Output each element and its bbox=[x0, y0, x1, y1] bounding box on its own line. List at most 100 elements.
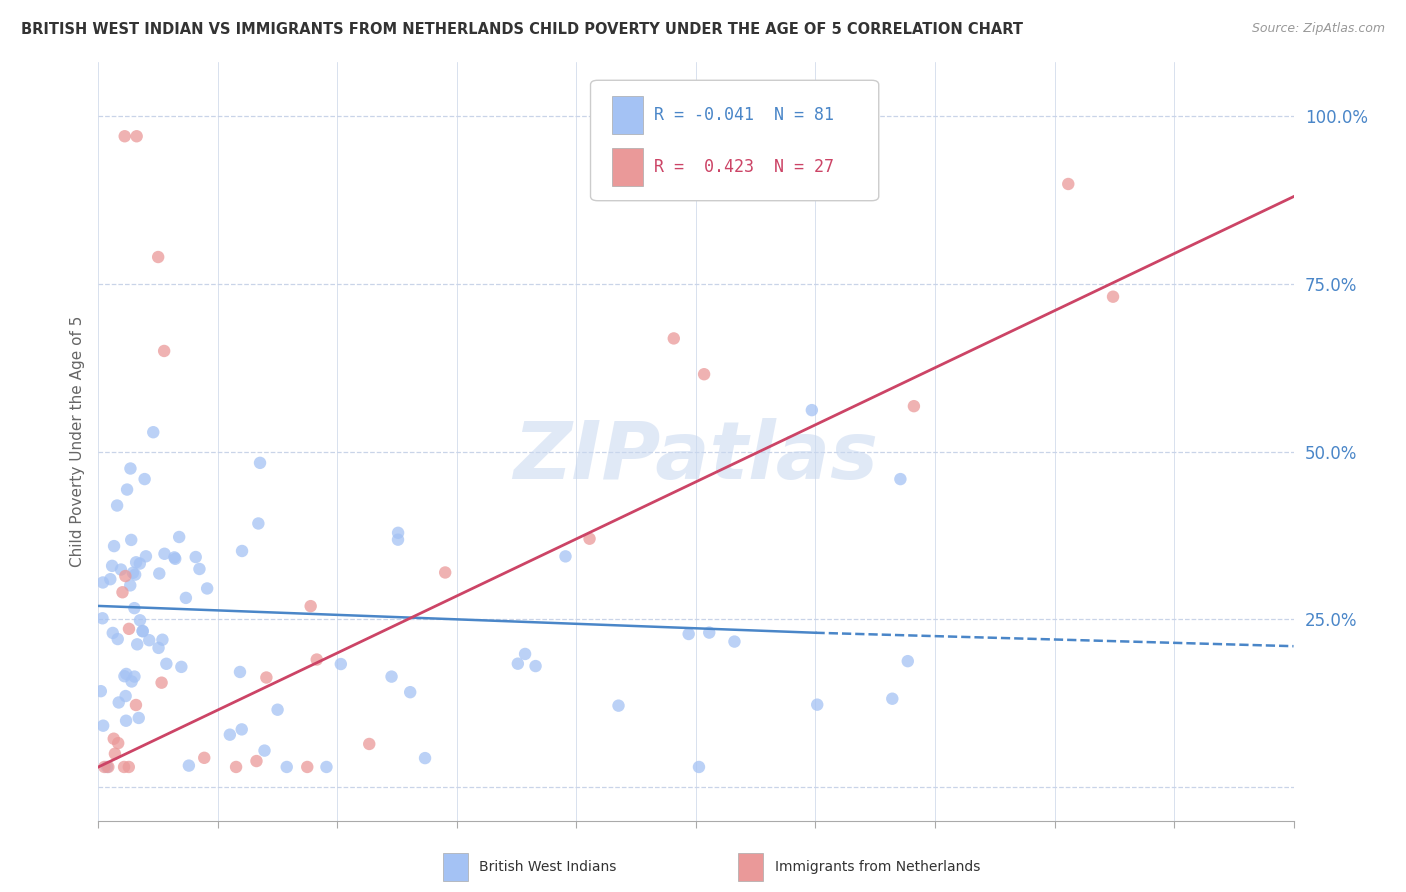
Text: ZIPatlas: ZIPatlas bbox=[513, 417, 879, 496]
Point bbox=[105, 499, 128, 513]
Point bbox=[903, 399, 925, 413]
Point bbox=[122, 566, 145, 580]
Point bbox=[174, 591, 197, 605]
Point bbox=[107, 632, 129, 646]
Point bbox=[152, 632, 174, 647]
Point bbox=[103, 731, 125, 746]
Text: Source: ZipAtlas.com: Source: ZipAtlas.com bbox=[1251, 22, 1385, 36]
Point bbox=[115, 667, 138, 681]
Point bbox=[155, 657, 177, 671]
Point bbox=[91, 719, 114, 733]
Point bbox=[723, 634, 745, 648]
Point bbox=[91, 575, 114, 590]
Point bbox=[554, 549, 576, 564]
Point bbox=[266, 703, 288, 717]
Point bbox=[231, 723, 253, 737]
Point bbox=[225, 760, 247, 774]
Point bbox=[329, 657, 352, 671]
Point bbox=[114, 669, 136, 683]
Point bbox=[387, 525, 409, 540]
Point bbox=[678, 627, 700, 641]
Point bbox=[218, 728, 240, 742]
Point bbox=[103, 539, 125, 553]
Point bbox=[153, 343, 176, 358]
Point bbox=[188, 562, 211, 576]
Point bbox=[125, 555, 148, 569]
Point bbox=[101, 558, 124, 573]
Point bbox=[114, 689, 136, 703]
Point bbox=[115, 714, 138, 728]
Point bbox=[253, 743, 276, 757]
Point bbox=[693, 368, 716, 382]
Point bbox=[114, 569, 136, 583]
Point bbox=[524, 659, 547, 673]
Point bbox=[231, 544, 253, 558]
Point bbox=[111, 585, 134, 599]
Point bbox=[97, 760, 120, 774]
Point bbox=[90, 684, 112, 698]
Point bbox=[897, 654, 920, 668]
Point bbox=[506, 657, 529, 671]
Point bbox=[101, 626, 124, 640]
Point bbox=[98, 572, 121, 586]
Point bbox=[195, 582, 218, 596]
Point bbox=[299, 599, 322, 614]
Point bbox=[413, 751, 436, 765]
Point bbox=[124, 567, 146, 582]
Point bbox=[163, 550, 186, 565]
Point bbox=[129, 613, 152, 627]
Point bbox=[688, 760, 710, 774]
Point bbox=[131, 624, 153, 638]
Point bbox=[112, 760, 135, 774]
Point bbox=[128, 711, 150, 725]
Point bbox=[800, 403, 823, 417]
Point bbox=[124, 669, 146, 683]
Point bbox=[148, 250, 170, 264]
Point bbox=[107, 696, 129, 710]
Point bbox=[91, 611, 114, 625]
Point bbox=[1057, 177, 1080, 191]
Point bbox=[254, 671, 277, 685]
Point bbox=[110, 563, 132, 577]
Point bbox=[889, 472, 911, 486]
Point bbox=[107, 736, 129, 750]
Point bbox=[305, 652, 328, 666]
Text: R = -0.041  N = 81: R = -0.041 N = 81 bbox=[654, 106, 834, 124]
Point bbox=[177, 758, 200, 772]
Point bbox=[193, 751, 215, 765]
Point bbox=[135, 549, 157, 564]
Point bbox=[118, 622, 141, 636]
Point bbox=[96, 760, 118, 774]
Point bbox=[245, 754, 267, 768]
Point bbox=[434, 566, 457, 580]
Point bbox=[148, 640, 170, 655]
Point bbox=[125, 698, 148, 712]
Point bbox=[380, 670, 402, 684]
Point bbox=[150, 675, 173, 690]
Point bbox=[124, 601, 146, 615]
Point bbox=[134, 472, 156, 486]
Point bbox=[128, 557, 150, 571]
Text: British West Indians: British West Indians bbox=[479, 860, 617, 874]
Point bbox=[114, 129, 136, 144]
Point bbox=[104, 747, 127, 761]
Point bbox=[142, 425, 165, 440]
Point bbox=[184, 549, 207, 564]
Point bbox=[165, 551, 187, 566]
Point bbox=[131, 624, 153, 639]
Point bbox=[607, 698, 630, 713]
Point bbox=[170, 660, 193, 674]
Point bbox=[387, 533, 409, 547]
Point bbox=[118, 760, 141, 774]
Point bbox=[125, 129, 148, 144]
Point bbox=[120, 533, 142, 547]
Point bbox=[120, 578, 142, 592]
Point bbox=[662, 331, 685, 345]
Text: R =  0.423  N = 27: R = 0.423 N = 27 bbox=[654, 158, 834, 176]
Point bbox=[93, 760, 115, 774]
Point bbox=[153, 547, 176, 561]
Point bbox=[247, 516, 270, 531]
Point bbox=[1102, 290, 1125, 304]
Point bbox=[138, 633, 160, 648]
Point bbox=[882, 691, 904, 706]
